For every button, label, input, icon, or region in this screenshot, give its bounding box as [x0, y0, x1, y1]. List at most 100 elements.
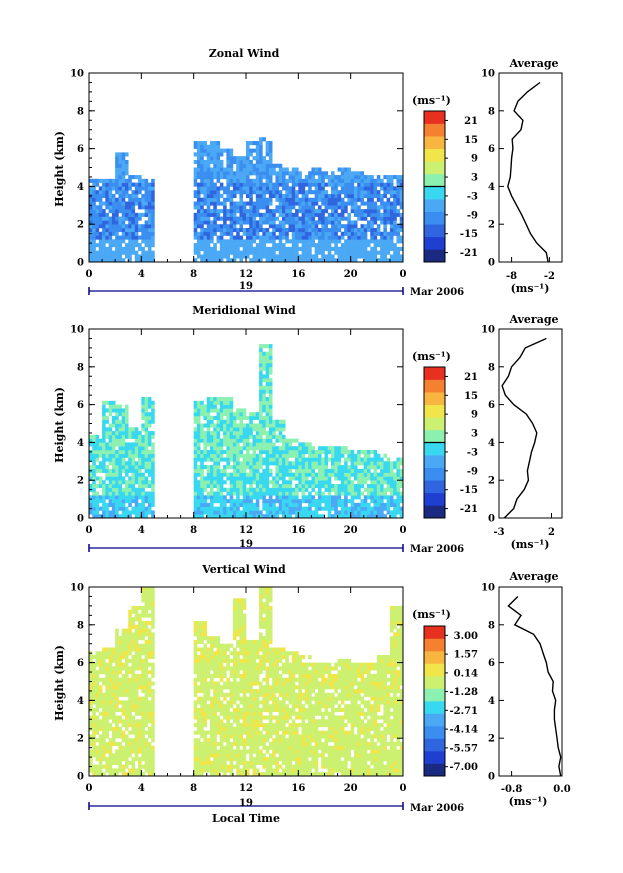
- heatmap-cell: [89, 457, 93, 462]
- heatmap-cell: [131, 190, 136, 195]
- heatmap-cell: [124, 453, 129, 458]
- heatmap-cell: [295, 487, 299, 492]
- heatmap-cell: [92, 449, 96, 455]
- heatmap-cell: [376, 461, 381, 466]
- heatmap-cell: [138, 700, 142, 705]
- heatmap-cell: [105, 768, 109, 773]
- heatmap-cell: [144, 404, 149, 409]
- heatmap-cell: [219, 404, 224, 409]
- heatmap-cell: [200, 700, 204, 705]
- heatmap-cell: [281, 193, 286, 199]
- heatmap-cell: [226, 415, 230, 421]
- heatmap-cell: [196, 468, 201, 473]
- heatmap-cell: [193, 250, 198, 255]
- heatmap-cell: [115, 461, 119, 466]
- heatmap-cell: [98, 506, 103, 511]
- heatmap-cell: [216, 431, 221, 436]
- heatmap-cell: [236, 175, 240, 180]
- heatmap-cell: [252, 476, 257, 481]
- heatmap-cell: [396, 197, 401, 202]
- heatmap-cell: [121, 239, 126, 244]
- heatmap-cell: [128, 461, 132, 466]
- heatmap-cell: [141, 487, 145, 492]
- heatmap-cell: [118, 427, 123, 432]
- heatmap-cell: [210, 156, 214, 161]
- heatmap-cell: [115, 212, 119, 217]
- heatmap-cell: [236, 499, 240, 504]
- heatmap-cell: [249, 487, 253, 492]
- heatmap-cell: [121, 446, 126, 451]
- heatmap-cell: [389, 514, 394, 519]
- heatmap-cell: [344, 224, 348, 229]
- x-tick-label: 4: [138, 269, 145, 280]
- heatmap-cell: [393, 465, 397, 470]
- heatmap-cell: [298, 476, 302, 481]
- heatmap-cell: [193, 647, 198, 652]
- heatmap-cell: [321, 224, 325, 229]
- heatmap-cell: [196, 647, 201, 652]
- heatmap-cell: [259, 355, 263, 360]
- heatmap-cell: [138, 506, 142, 511]
- heatmap-cell: [353, 487, 358, 492]
- heatmap-cell: [367, 201, 371, 206]
- heatmap-cell: [259, 514, 263, 519]
- heatmap-cell: [121, 745, 126, 750]
- heatmap-cell: [314, 197, 319, 202]
- heatmap-cell: [92, 438, 96, 443]
- heatmap-cell: [102, 681, 106, 686]
- heatmap-cell: [344, 171, 348, 176]
- heatmap-cell: [118, 446, 123, 451]
- heatmap-cell: [210, 178, 214, 183]
- heatmap-cell: [92, 700, 96, 705]
- heatmap-cell: [141, 212, 145, 217]
- heatmap-cell: [141, 764, 145, 769]
- heatmap-cell: [229, 431, 234, 436]
- heatmap-cell: [350, 175, 355, 180]
- heatmap-cell: [128, 246, 132, 251]
- zonal-profile-xlabel: (ms⁻¹): [511, 282, 550, 295]
- heatmap-cell: [105, 235, 109, 240]
- heatmap-cell: [301, 514, 306, 519]
- heatmap-cell: [219, 231, 224, 236]
- heatmap-cell: [357, 239, 361, 244]
- heatmap-cell: [350, 243, 355, 248]
- heatmap-cell: [200, 655, 204, 660]
- heatmap-cell: [262, 499, 266, 504]
- heatmap-cell: [311, 468, 315, 473]
- heatmap-cell: [193, 220, 198, 225]
- heatmap-cell: [92, 726, 96, 731]
- heatmap-cell: [285, 216, 289, 221]
- heatmap-cell: [324, 227, 329, 233]
- heatmap-cell: [232, 220, 237, 225]
- heatmap-cell: [308, 506, 312, 511]
- heatmap-cell: [298, 239, 302, 244]
- heatmap-cell: [370, 239, 374, 244]
- heatmap-cell: [121, 707, 126, 713]
- heatmap-cell: [363, 465, 368, 470]
- heatmap-cell: [196, 499, 201, 504]
- heatmap-cell: [317, 227, 322, 233]
- heatmap-cell: [393, 227, 397, 233]
- heatmap-cell: [344, 178, 348, 183]
- heatmap-cell: [376, 514, 381, 519]
- heatmap-cell: [89, 677, 93, 682]
- heatmap-cell: [249, 446, 253, 451]
- heatmap-cell: [246, 434, 250, 439]
- heatmap-cell: [334, 246, 338, 251]
- heatmap-cell: [206, 250, 211, 255]
- heatmap-cell: [118, 419, 123, 424]
- heatmap-cell: [147, 510, 152, 515]
- heatmap-cell: [317, 487, 322, 492]
- heatmap-cell: [196, 689, 201, 694]
- heatmap-cell: [102, 483, 106, 489]
- heatmap-cell: [213, 163, 217, 168]
- heatmap-cell: [239, 502, 244, 507]
- heatmap-cell: [229, 397, 234, 402]
- heatmap-cell: [281, 419, 286, 424]
- heatmap-cell: [373, 457, 378, 462]
- heatmap-cell: [370, 220, 374, 225]
- heatmap-cell: [229, 457, 234, 462]
- heatmap-cell: [331, 506, 335, 511]
- heatmap-cell: [399, 499, 404, 504]
